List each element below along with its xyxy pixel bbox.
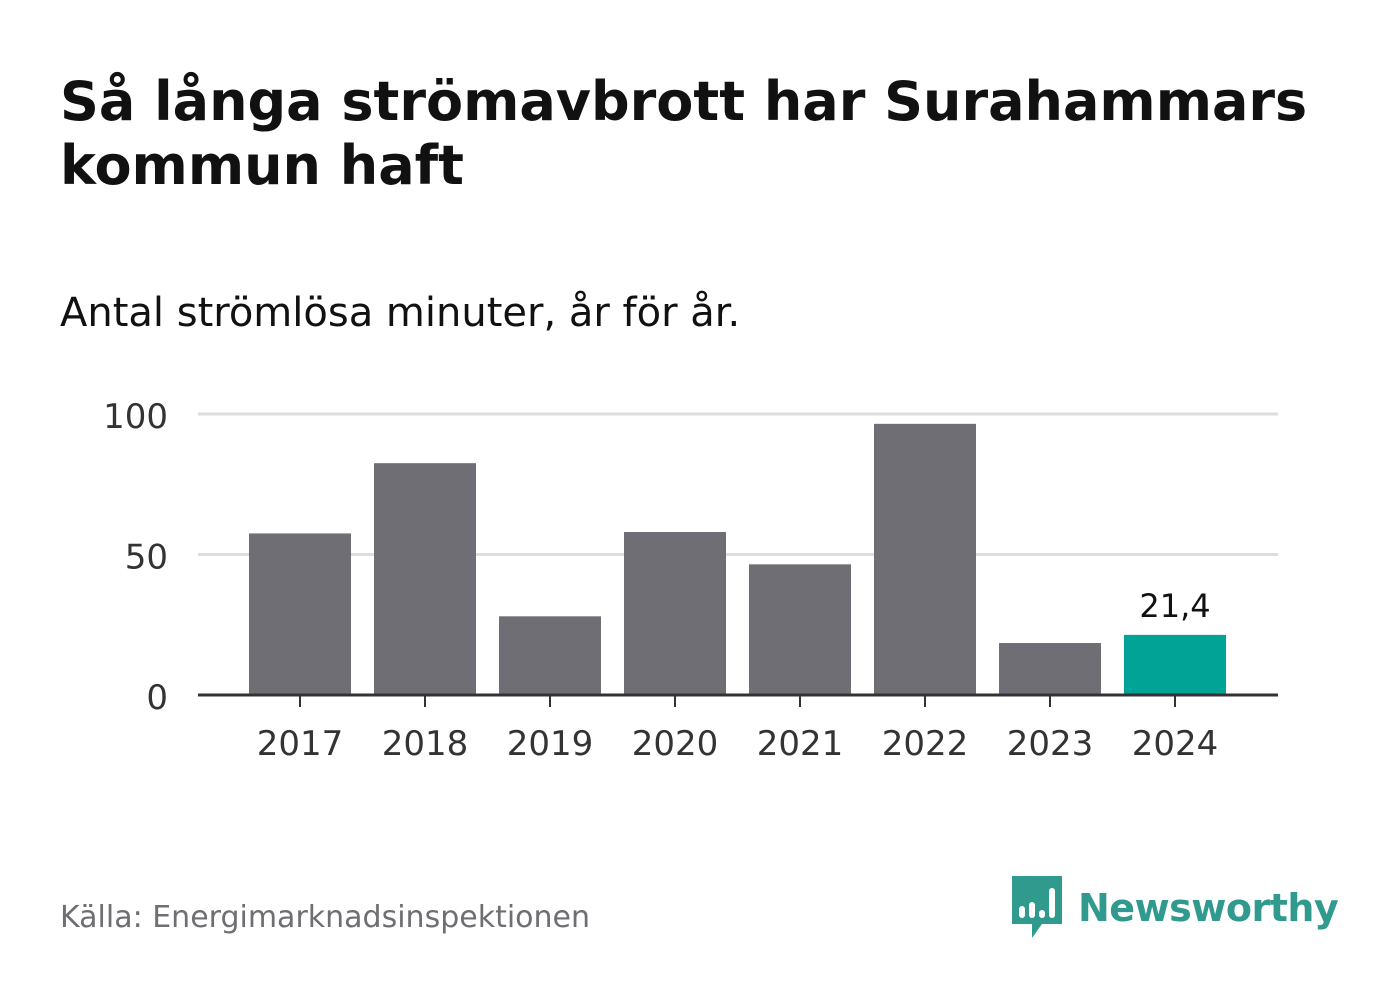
brand-name: Newsworthy xyxy=(1078,886,1339,930)
x-tick-label-2021: 2021 xyxy=(757,724,844,764)
data-label-2024: 21,4 xyxy=(1139,587,1210,625)
bar-2019 xyxy=(499,616,601,695)
source-note: Källa: Energimarknadsinspektionen xyxy=(60,900,591,935)
bars xyxy=(249,423,1226,695)
y-tick-label-0: 0 xyxy=(146,678,168,718)
bar-2018 xyxy=(374,463,476,695)
x-tick-label-2018: 2018 xyxy=(382,724,469,764)
bar-2021 xyxy=(749,564,851,695)
bar-2024 xyxy=(1124,634,1226,695)
x-tick-label-2024: 2024 xyxy=(1132,724,1219,764)
y-tick-label-50: 50 xyxy=(125,538,168,578)
x-tick-label-2020: 2020 xyxy=(632,724,719,764)
bar-2020 xyxy=(624,532,726,695)
data-labels: 21,4 xyxy=(1139,587,1210,625)
bar-2017 xyxy=(249,533,351,695)
y-axis-ticks: 0 50 100 xyxy=(103,397,168,718)
chart-subtitle: Antal strömlösa minuter, år för år. xyxy=(60,290,741,336)
y-tick-label-100: 100 xyxy=(103,397,168,437)
bar-2022 xyxy=(874,423,976,695)
chart-title: Så långa strömavbrott har Surahammars ko… xyxy=(60,70,1308,197)
x-tick-label-2017: 2017 xyxy=(257,724,344,764)
grid-lines xyxy=(198,412,1278,556)
bar-2023 xyxy=(999,643,1101,695)
brand-logo: Newsworthy xyxy=(1010,876,1339,940)
x-axis-ticks: 2017 2018 2019 2020 2021 2022 2023 2024 xyxy=(257,695,1219,764)
newsworthy-logo-icon xyxy=(1012,876,1062,938)
x-tick-label-2019: 2019 xyxy=(507,724,594,764)
x-tick-label-2023: 2023 xyxy=(1007,724,1094,764)
x-tick-label-2022: 2022 xyxy=(882,724,969,764)
